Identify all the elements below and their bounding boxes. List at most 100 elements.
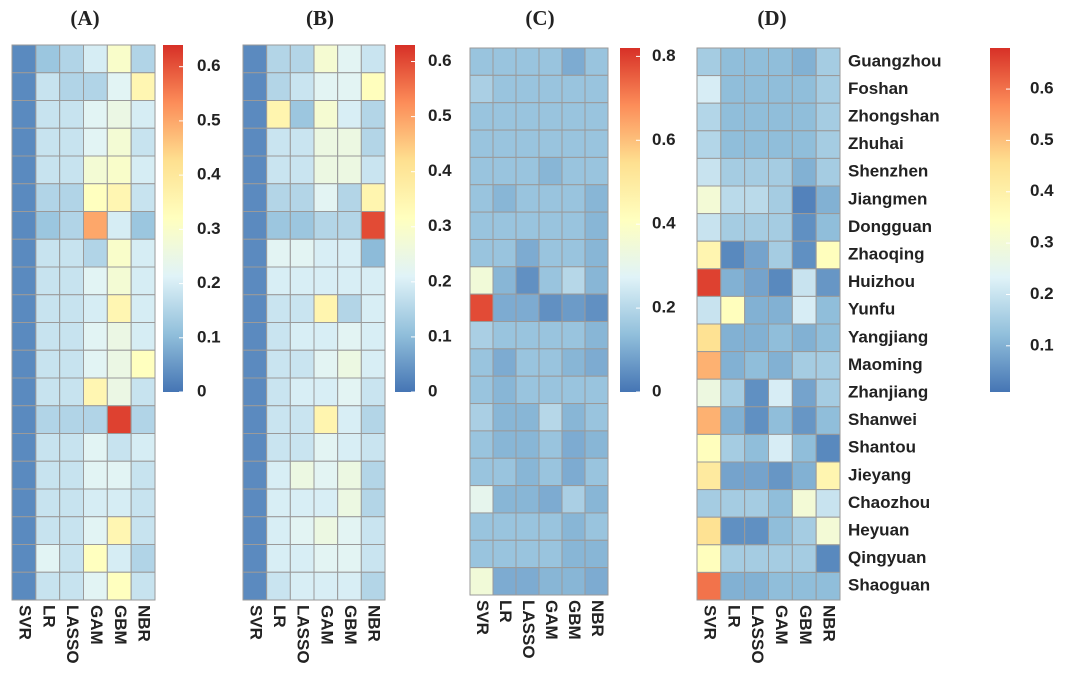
row-label: Yangjiang: [848, 327, 928, 346]
heatmap-cell: [11, 322, 37, 351]
heatmap-cell: [720, 268, 746, 297]
heatmap-cell: [337, 266, 362, 296]
heatmap-cell: [584, 539, 609, 569]
heatmap-cell: [744, 213, 770, 242]
heatmap-cell: [469, 184, 494, 213]
column-label: GBM: [111, 605, 130, 645]
heatmap-cell: [59, 433, 85, 462]
heatmap-cell: [130, 349, 156, 379]
heatmap-cell: [11, 266, 37, 296]
heatmap-cell: [492, 156, 517, 186]
heatmap-cell: [815, 571, 841, 601]
row-label: Qingyuan: [848, 548, 926, 567]
heatmap-cell: [83, 72, 108, 101]
heatmap-cell: [768, 268, 793, 297]
heatmap-cell: [360, 155, 386, 185]
heatmap-cell: [130, 155, 156, 185]
heatmap-cell: [815, 378, 841, 408]
heatmap-cell: [35, 266, 61, 296]
heatmap-cell: [815, 213, 841, 242]
heatmap-cell: [266, 155, 291, 185]
heatmap-cell: [106, 571, 132, 601]
row-label: Maoming: [848, 355, 923, 374]
heatmap-cell: [360, 100, 386, 129]
heatmap-cell: [561, 74, 586, 104]
heatmap-cell: [59, 322, 85, 351]
heatmap-cell: [83, 349, 108, 379]
column-label: SVR: [473, 600, 492, 635]
heatmap-cell: [744, 102, 770, 132]
heatmap-cell: [492, 457, 517, 487]
heatmap-cell: [744, 351, 770, 380]
heatmap-cell: [744, 378, 770, 408]
heatmap-cell: [791, 544, 817, 573]
heatmap-cell: [744, 433, 770, 463]
heatmap-cell: [242, 183, 268, 212]
heatmap-cell: [35, 127, 61, 157]
heatmap-cell: [242, 266, 268, 296]
heatmap-cell: [130, 460, 156, 490]
heatmap-cell: [337, 516, 362, 545]
heatmap-cell: [768, 516, 793, 546]
heatmap-cell: [492, 567, 517, 596]
heatmap-cell: [83, 155, 108, 185]
heatmap-cell: [242, 44, 268, 74]
heatmap-cell: [313, 405, 339, 434]
heatmap-cell: [289, 44, 315, 74]
heatmap-cell: [313, 183, 339, 212]
heatmap-cell: [791, 75, 817, 104]
heatmap-cell: [130, 183, 156, 212]
heatmap-cell: [696, 47, 722, 77]
heatmap-cell: [744, 130, 770, 159]
heatmap-cell: [106, 322, 132, 351]
heatmap-cell: [242, 544, 268, 573]
heatmap-cell: [106, 405, 132, 434]
colorbar-tick-label: 0.1: [197, 327, 221, 346]
heatmap-cell: [768, 571, 793, 601]
heatmap-cell: [106, 460, 132, 490]
heatmap-cell: [130, 516, 156, 545]
heatmap-cell: [59, 405, 85, 434]
heatmap-cell: [106, 377, 132, 407]
heatmap-cell: [313, 155, 339, 185]
heatmap-cell: [584, 512, 609, 541]
heatmap-cell: [720, 378, 746, 408]
heatmap-cell: [768, 544, 793, 573]
heatmap-cell: [696, 185, 722, 215]
heatmap-cell: [11, 377, 37, 407]
heatmap-cell: [266, 44, 291, 74]
heatmap-cell: [561, 539, 586, 569]
heatmap-cell: [242, 377, 268, 407]
panel-title: (C): [525, 6, 554, 30]
heatmap-cell: [11, 294, 37, 323]
heatmap-cell: [515, 375, 540, 405]
heatmap-cell: [538, 129, 563, 158]
heatmap-cell: [130, 544, 156, 573]
column-label: NBR: [588, 600, 607, 637]
heatmap-cell: [266, 349, 291, 379]
heatmap-cell: [59, 571, 85, 601]
heatmap-cell: [106, 44, 132, 74]
heatmap-cell: [469, 156, 494, 186]
colorbar-tick-label: 0.1: [1030, 335, 1054, 354]
heatmap-cell: [35, 322, 61, 351]
heatmap-cell: [538, 348, 563, 377]
heatmap-cell: [360, 488, 386, 518]
heatmap-cell: [720, 185, 746, 215]
heatmap-cell: [561, 430, 586, 459]
heatmap-cell: [35, 488, 61, 518]
heatmap-cell: [337, 294, 362, 323]
row-label: Shantou: [848, 438, 916, 457]
row-label: Zhanjiang: [848, 382, 928, 401]
heatmap-cell: [744, 571, 770, 601]
heatmap-cell: [696, 489, 722, 518]
heatmap-cell: [11, 405, 37, 434]
heatmap-cell: [266, 571, 291, 601]
heatmap-cell: [469, 293, 494, 322]
heatmap-cell: [584, 567, 609, 596]
colorbar-tick-label: 0.3: [1030, 233, 1054, 252]
heatmap-cell: [469, 375, 494, 405]
heatmap-cell: [515, 129, 540, 158]
heatmap-cell: [35, 544, 61, 573]
